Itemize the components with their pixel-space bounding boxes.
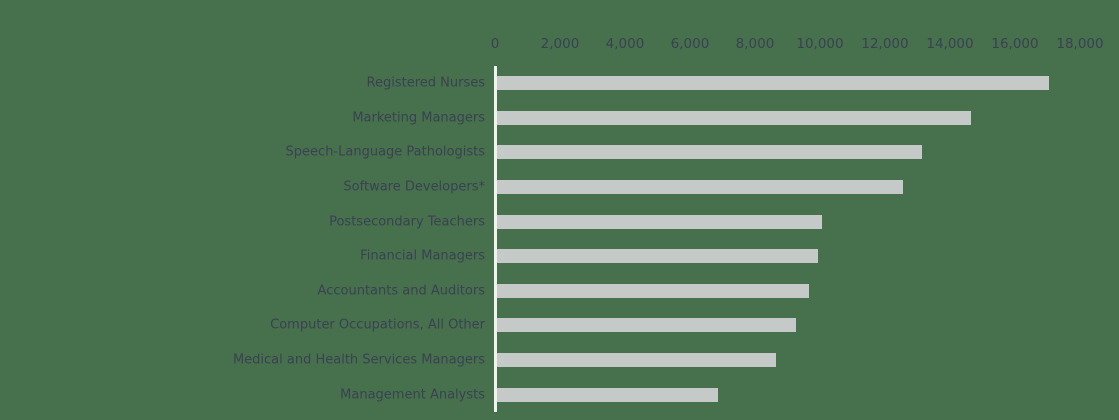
category-label: Computer Occupations, All Other — [270, 317, 485, 333]
x-axis-ticks: 0 2,000 4,000 6,000 8,000 10,000 12,000 14,000 1… — [0, 36, 1119, 56]
category-label: Registered Nurses — [366, 75, 485, 91]
y-axis-line — [494, 66, 497, 412]
chart-row: Accountants and Auditors — [0, 274, 1119, 309]
category-label: Medical and Health Services Managers — [232, 352, 485, 368]
x-tick-label: 16,000 — [991, 36, 1039, 52]
bar — [496, 353, 776, 368]
x-tick-label: 4,000 — [605, 36, 645, 52]
x-tick-label: 8,000 — [735, 36, 775, 52]
chart-row: Software Developers* — [0, 170, 1119, 205]
category-label: Software Developers* — [343, 179, 485, 195]
x-tick-label: 6,000 — [670, 36, 710, 52]
x-tick-label: 14,000 — [926, 36, 974, 52]
category-label: Financial Managers — [360, 248, 485, 264]
chart-row: Marketing Managers — [0, 101, 1119, 136]
category-label: Marketing Managers — [352, 110, 485, 126]
chart-row: Postsecondary Teachers — [0, 204, 1119, 239]
bar — [496, 145, 923, 160]
category-label: Speech-Language Pathologists — [285, 144, 485, 160]
x-tick-label: 12,000 — [861, 36, 909, 52]
chart-row: Management Analysts — [0, 377, 1119, 412]
bar — [496, 214, 822, 229]
x-tick-label: 2,000 — [540, 36, 580, 52]
category-label: Postsecondary Teachers — [329, 214, 485, 230]
chart-row: Registered Nurses — [0, 66, 1119, 101]
x-tick-label: 10,000 — [796, 36, 844, 52]
bar — [496, 110, 971, 125]
chart-row: Medical and Health Services Managers — [0, 343, 1119, 378]
category-label: Accountants and Auditors — [317, 283, 485, 299]
bar — [496, 283, 809, 298]
chart-row: Computer Occupations, All Other — [0, 308, 1119, 343]
bar — [496, 318, 796, 333]
bar — [496, 180, 903, 195]
x-tick-label: 18,000 — [1056, 36, 1104, 52]
x-tick-label: 0 — [490, 36, 500, 52]
bar — [496, 387, 718, 402]
chart-row: Speech-Language Pathologists — [0, 135, 1119, 170]
category-label: Management Analysts — [340, 387, 485, 403]
bar — [496, 249, 819, 264]
bar — [496, 76, 1049, 91]
chart-rows: Registered Nurses Marketing Managers Speec… — [0, 66, 1119, 412]
chart-row: Financial Managers — [0, 239, 1119, 274]
